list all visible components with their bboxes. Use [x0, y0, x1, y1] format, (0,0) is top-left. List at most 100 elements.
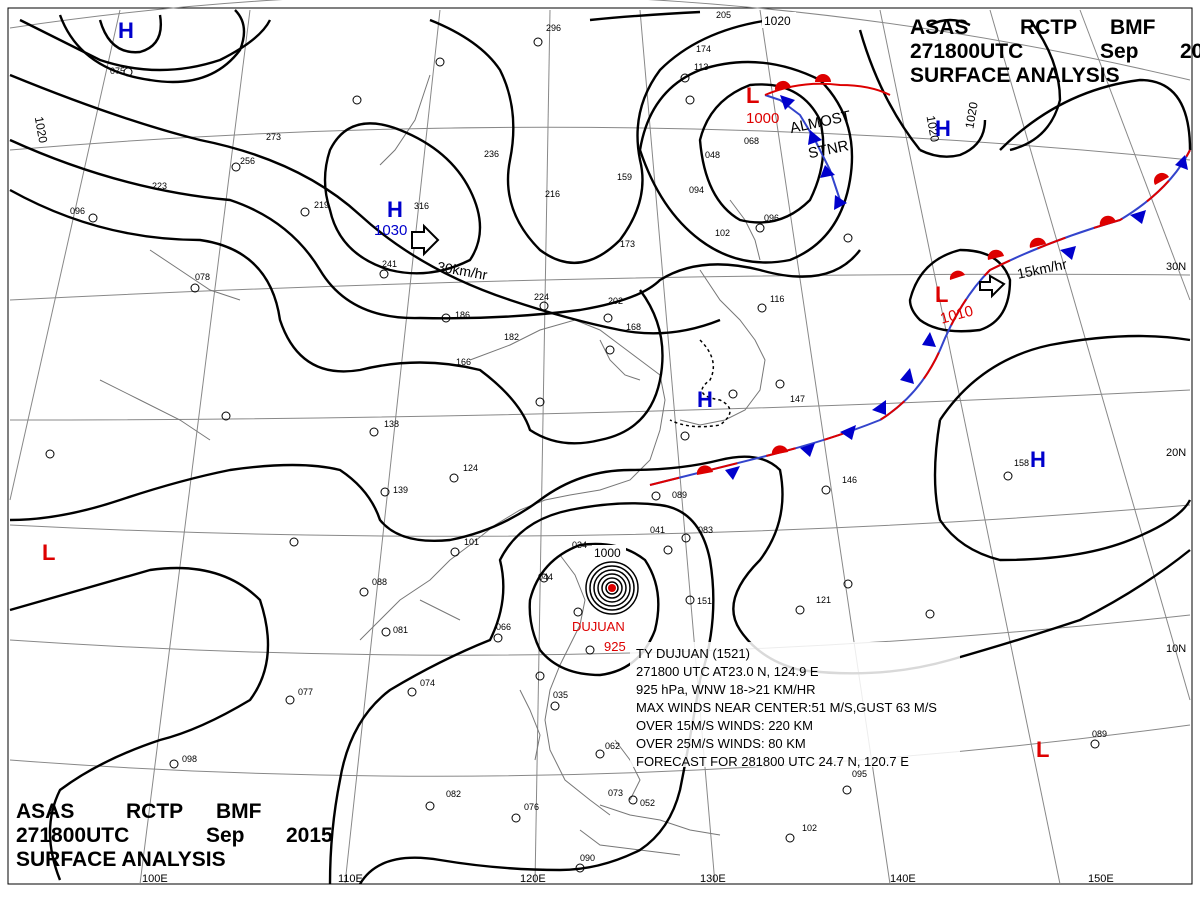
station-value: 075: [110, 66, 125, 76]
coastlines: [99, 74, 766, 856]
typhoon-info-line: FORECAST FOR 281800 UTC 24.7 N, 120.7 E: [636, 754, 909, 769]
header-time: 271800UTC: [16, 824, 130, 847]
latitude-label: 30N: [1166, 261, 1186, 273]
station-value: 082: [446, 789, 461, 799]
station-value: 186: [455, 310, 470, 320]
station-value: 113: [694, 62, 708, 72]
high-center-3: H: [935, 116, 951, 141]
station-value: 116: [770, 294, 784, 304]
header-month: Sep: [1100, 40, 1139, 63]
high-pressure-value: 1030: [374, 222, 407, 239]
station-value: 174: [696, 44, 711, 54]
low-center-3: L: [42, 540, 55, 565]
trough-line: [669, 339, 731, 428]
station-value: 068: [744, 136, 759, 146]
isobar-label: 1000: [594, 546, 621, 560]
header-month: Sep: [206, 824, 245, 847]
station-value: 089: [672, 490, 687, 500]
station-value: 273: [266, 132, 281, 142]
typhoon-labels: DUJUAN 925: [572, 619, 626, 654]
station-value: 316: [414, 201, 429, 211]
typhoon-isobars: [585, 561, 639, 615]
isobar-label: 1020: [962, 101, 980, 130]
front-lines: [649, 74, 1191, 486]
station-value: 202: [608, 296, 623, 306]
header-source: ASAS: [16, 800, 75, 823]
header-title: SURFACE ANALYSIS: [910, 64, 1120, 87]
longitude-label: 110E: [338, 873, 363, 885]
high-center-2: H: [387, 197, 403, 222]
station-value: 083: [698, 525, 713, 535]
station-value: 182: [504, 332, 519, 342]
longitude-label: 150E: [1088, 873, 1114, 885]
station-value: 048: [705, 150, 720, 160]
typhoon-info: TY DUJUAN (1521) 271800 UTC AT23.0 N, 12…: [630, 642, 960, 769]
station-value: 035: [553, 690, 568, 700]
station-value: 073: [608, 788, 623, 798]
high-center-4: H: [697, 387, 713, 412]
typhoon-info-line: OVER 15M/S WINDS: 220 KM: [636, 718, 813, 733]
typhoon-info-line: MAX WINDS NEAR CENTER:51 M/S,GUST 63 M/S: [636, 700, 937, 715]
typhoon-center-icon: [608, 584, 616, 592]
station-value: 081: [393, 625, 408, 635]
isobar-label: 1020: [924, 114, 942, 143]
isobar-label-group: 1020 1020 1020 1020 1000: [32, 12, 981, 560]
station-value: 223: [152, 181, 167, 191]
typhoon-info-line: 925 hPa, WNW 18->21 KM/HR: [636, 682, 816, 697]
station-value: 034: [572, 540, 587, 550]
isobar-label: 1020: [32, 115, 50, 144]
station-values: 296 205 174 113 048 068 159 094 102 096 …: [70, 10, 1107, 863]
station-value: 219: [314, 200, 329, 210]
low-center-4: L: [1036, 737, 1049, 762]
station-value: 052: [640, 798, 655, 808]
station-value: 224: [534, 292, 549, 302]
station-value: 147: [790, 394, 805, 404]
station-value: 044: [538, 572, 553, 582]
station-value: 089: [1092, 729, 1107, 739]
high-center-5: H: [1030, 447, 1046, 472]
header-title: SURFACE ANALYSIS: [16, 848, 226, 871]
typhoon-pressure: 925: [604, 639, 626, 654]
map-border: [7, 7, 1193, 885]
motion-arrows: [411, 223, 1006, 299]
header-source: ASAS: [910, 16, 969, 39]
station-value: 102: [802, 823, 817, 833]
header-product: BMF: [216, 800, 262, 823]
station-value: 077: [298, 687, 313, 697]
station-value: 124: [463, 463, 478, 473]
station-value: 173: [620, 239, 635, 249]
station-value: 096: [70, 206, 85, 216]
station-value: 102: [715, 228, 730, 238]
station-value: 241: [382, 259, 397, 269]
station-markers: [45, 37, 1100, 873]
longitude-label: 140E: [890, 873, 916, 885]
isobar-label: 1020: [764, 14, 791, 28]
station-value: 096: [764, 213, 779, 223]
station-value: 151: [697, 596, 712, 606]
typhoon-info-line: 271800 UTC AT23.0 N, 124.9 E: [636, 664, 819, 679]
station-value: 121: [816, 595, 831, 605]
station-value: 095: [852, 769, 867, 779]
typhoon-name: DUJUAN: [572, 619, 625, 634]
header-station: RCTP: [126, 800, 184, 823]
station-value: 138: [384, 419, 399, 429]
station-value: 094: [689, 185, 704, 195]
longitude-label: 130E: [700, 873, 726, 885]
station-value: 168: [626, 322, 641, 332]
header-product: BMF: [1110, 16, 1156, 39]
station-value: 256: [240, 156, 255, 166]
station-value: 098: [182, 754, 197, 764]
header-year: 2015: [1180, 40, 1200, 63]
station-value: 041: [650, 525, 665, 535]
station-value: 236: [484, 149, 499, 159]
station-value: 088: [372, 577, 387, 587]
station-value: 076: [524, 802, 539, 812]
graticule-labels: 30N 20N 10N 100E 110E 120E 130E 140E 150…: [142, 261, 1186, 885]
low-center-2: L: [935, 282, 948, 307]
station-value: 205: [716, 10, 731, 20]
high-center-1: H: [118, 18, 134, 43]
station-value: 216: [545, 189, 560, 199]
station-value: 101: [464, 537, 479, 547]
station-value: 158: [1014, 458, 1029, 468]
